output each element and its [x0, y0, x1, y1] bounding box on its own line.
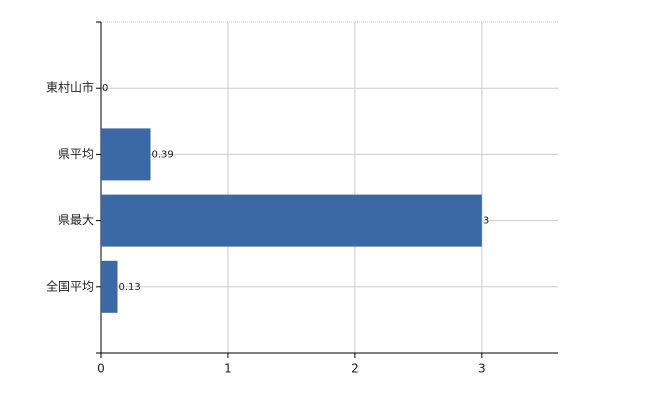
value-label: 0	[102, 83, 108, 94]
value-label: 3	[483, 216, 489, 227]
value-label: 0.13	[119, 282, 141, 293]
y-tick-label: 県最大	[58, 213, 94, 227]
bar	[101, 260, 118, 313]
bar	[101, 128, 151, 181]
y-tick-label: 東村山市	[46, 80, 94, 95]
y-tick-label: 全国平均	[46, 278, 94, 293]
value-label: 0.39	[152, 149, 174, 160]
y-tick-label: 県平均	[58, 147, 94, 161]
x-tick-label: 0	[97, 362, 105, 376]
x-tick-label: 2	[351, 362, 359, 376]
x-tick-label: 1	[224, 362, 232, 376]
x-tick-label: 3	[478, 362, 486, 376]
bar	[101, 194, 482, 247]
